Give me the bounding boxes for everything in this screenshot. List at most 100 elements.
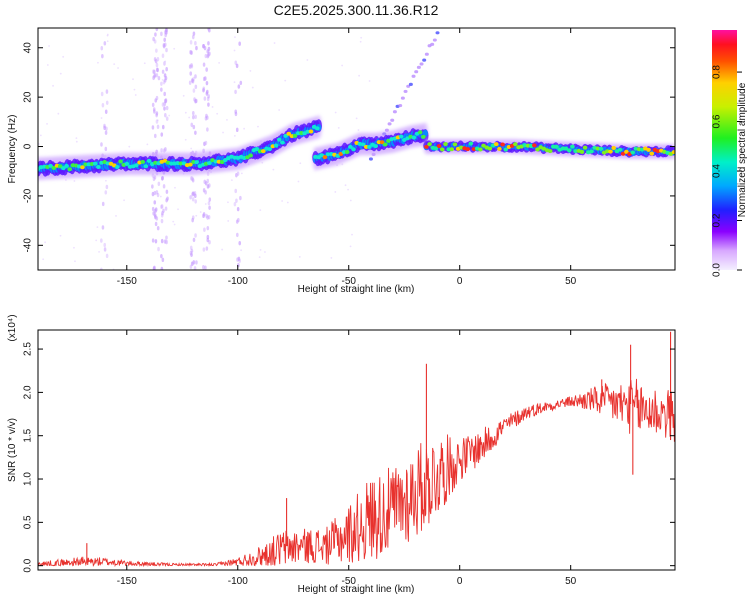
- spectrogram-streak-blob: [203, 141, 206, 147]
- colorbar-gradient: [712, 30, 737, 270]
- spectrogram-noise-dot: [59, 72, 62, 75]
- spectrogram-streak-blob: [205, 80, 209, 86]
- spectrogram-streak-blob: [192, 31, 196, 36]
- spectrogram-core-blob: [497, 146, 502, 151]
- spectrogram-noise-dot: [174, 186, 176, 189]
- spectrogram-streak-blob: [152, 36, 155, 42]
- spectrogram-streak-blob: [157, 181, 161, 187]
- spectrogram-core-blob: [500, 142, 505, 147]
- spectrogram-core-blob: [344, 149, 350, 154]
- spectrogram-core-blob: [115, 165, 120, 170]
- spectrogram-noise-dot: [42, 258, 45, 261]
- spectrogram-branch-blob: [435, 31, 440, 35]
- spectrogram-noise-dot: [173, 223, 176, 226]
- spectrogram-noise-dot: [177, 208, 179, 211]
- spectrogram-core-blob: [254, 146, 260, 151]
- spectrogram-streak-blob: [190, 261, 194, 266]
- snr-x-tick-label: 50: [565, 576, 577, 587]
- spectrogram-streak-blob: [189, 245, 193, 250]
- spectrogram-noise-dot: [104, 179, 107, 182]
- spectrogram-streak-blob: [207, 46, 211, 52]
- spectrogram-noise-dot: [59, 234, 62, 237]
- spectrogram-core-blob: [468, 141, 474, 146]
- spectrogram-noise-dot: [222, 131, 224, 134]
- spectrogram-streak-blob: [156, 124, 160, 130]
- spectrogram-streak-blob: [233, 201, 237, 207]
- spectrogram-streak-blob: [165, 189, 169, 194]
- spectrogram-noise-dot: [233, 49, 236, 52]
- spectrogram-noise-dot: [164, 60, 167, 63]
- spectrogram-core-blob: [512, 142, 518, 147]
- spectrogram-noise-dot: [38, 143, 40, 145]
- spectrogram-core-blob: [379, 140, 385, 145]
- colorbar-tick-label: 0.6: [712, 114, 723, 128]
- spectrogram-streak-blob: [202, 62, 206, 67]
- spectrogram-streak-blob: [165, 116, 169, 121]
- spectrogram-noise-dot: [358, 74, 360, 77]
- snr-y-tick-label: 0.0: [23, 558, 34, 572]
- spectrogram-noise-dot: [341, 163, 344, 166]
- spectrogram-streak-blob: [155, 48, 158, 53]
- spectrogram-core-blob: [427, 142, 432, 147]
- spectrogram-streak-blob: [207, 94, 210, 99]
- spectrogram-noise-dot: [190, 177, 193, 180]
- spectrogram-streak-blob: [100, 267, 103, 270]
- snr-x-tick-label: -100: [228, 576, 248, 587]
- spectrogram-streak-blob: [192, 124, 196, 130]
- spectrogram-streak-blob: [163, 91, 166, 97]
- spectrogram-streak-blob: [192, 88, 196, 93]
- spectrogram-streak-blob: [155, 190, 159, 195]
- spectrogram-streak-blob: [191, 34, 195, 40]
- spectrogram-streak-blob: [101, 53, 104, 59]
- spectrogram-core-blob: [439, 147, 445, 152]
- spectrogram-streak-blob: [190, 252, 193, 257]
- spectrogram-core-blob: [351, 147, 356, 152]
- spectrogram-noise-dot: [188, 116, 191, 119]
- spectrogram-y-tick-label: 0: [23, 143, 34, 149]
- spectrogram-streak-blob: [192, 237, 196, 243]
- spectrogram-core-blob: [134, 163, 139, 168]
- spectrogram-noise-dot: [349, 199, 352, 202]
- spectrogram-core-blob: [398, 134, 404, 139]
- spectrogram-streak-blob: [160, 218, 164, 224]
- spectrogram-noise-dot: [115, 215, 117, 217]
- spectrogram-streak-blob: [194, 193, 197, 199]
- spectrogram-streak-blob: [154, 59, 158, 64]
- spectrogram-core-blob: [566, 148, 572, 153]
- spectrogram-streak-blob: [207, 201, 211, 206]
- spectrogram-noise-dot: [234, 36, 236, 39]
- snr-y-tick-label: 2.5: [23, 342, 34, 356]
- spectrogram-streak-blob: [161, 53, 165, 58]
- spectrogram-streak-blob: [156, 192, 160, 198]
- spectrogram-streak-blob: [160, 204, 163, 210]
- spectrogram-streak-blob: [189, 40, 193, 45]
- spectrogram-x-ticks: -150 -100 -50 0 50: [117, 28, 577, 287]
- spectrogram-noise-dot: [334, 111, 337, 114]
- spectrogram-streak-blob: [151, 125, 155, 130]
- spectrogram-streak-blob: [164, 147, 167, 152]
- spectrogram-core-blob: [547, 149, 553, 154]
- spectrogram-streak-blob: [157, 246, 160, 252]
- spectrogram-streak-blob: [100, 46, 104, 51]
- spectrogram-streak-blob: [191, 110, 195, 116]
- spectrogram-streak-blob: [239, 195, 242, 201]
- colorbar-tick-label: 0.2: [712, 213, 723, 227]
- spectrogram-frame: [37, 27, 676, 271]
- spectrogram-streak-blob: [100, 142, 103, 147]
- spectrogram-streak-blob: [191, 197, 195, 202]
- spectrogram-core-blob: [579, 149, 585, 154]
- spectrogram-streak-blob: [206, 225, 210, 231]
- spectrogram-y-label: Frequency (Hz): [7, 115, 18, 184]
- spectrogram-noise-dot: [182, 94, 185, 97]
- spectrogram-streak-blob: [153, 133, 157, 139]
- spectrogram-noise-dot: [65, 179, 67, 181]
- spectrogram-noise-dot: [264, 251, 266, 253]
- spectrogram-core-blob: [64, 163, 69, 168]
- spectrogram-branch-blob: [422, 58, 427, 62]
- spectrogram-branch-blob: [390, 118, 395, 122]
- spectrogram-streak-blob: [195, 260, 198, 265]
- spectrogram-streak-blob: [160, 132, 164, 137]
- spectrogram-streak-blob: [235, 173, 238, 178]
- spectrogram-noise-dot: [133, 88, 136, 91]
- spectrogram-branch-blob: [424, 52, 429, 56]
